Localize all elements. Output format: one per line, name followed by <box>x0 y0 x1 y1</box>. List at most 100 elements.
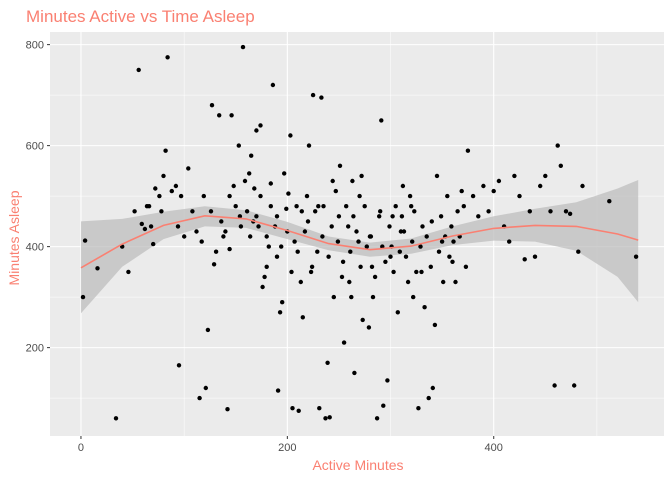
data-point <box>254 214 259 219</box>
data-point <box>175 224 181 229</box>
data-point <box>310 92 316 98</box>
data-point <box>424 234 429 239</box>
data-point <box>323 416 328 421</box>
data-point <box>410 239 415 244</box>
data-point <box>507 239 512 244</box>
data-point <box>333 188 338 194</box>
data-point <box>244 209 250 214</box>
data-point <box>378 209 383 214</box>
data-point <box>374 416 380 421</box>
data-point <box>300 315 305 320</box>
data-point <box>420 224 425 229</box>
data-point <box>572 383 577 388</box>
data-point <box>197 395 202 401</box>
smooth-line <box>80 214 639 269</box>
data-point <box>496 178 502 184</box>
x-tick-label: 200 <box>278 442 296 454</box>
data-point <box>555 143 560 148</box>
data-point <box>280 300 285 305</box>
data-point <box>139 221 144 227</box>
data-point <box>305 219 311 224</box>
data-point <box>450 259 455 264</box>
data-point <box>512 173 517 179</box>
data-point <box>339 274 345 280</box>
data-point <box>344 204 349 209</box>
data-point <box>313 209 318 214</box>
data-point <box>445 193 450 199</box>
data-point <box>543 173 548 179</box>
data-point <box>580 183 585 189</box>
data-point <box>237 214 243 219</box>
data-point <box>522 257 527 262</box>
x-axis-ticks: 0 200 400 <box>78 436 503 454</box>
data-point <box>286 191 291 196</box>
data-point <box>194 229 199 234</box>
smooth-line-path <box>80 214 639 269</box>
data-point <box>254 128 259 133</box>
data-point <box>163 148 168 153</box>
chart-title: Minutes Active vs Time Asleep <box>26 7 255 26</box>
y-tick-label: 600 <box>26 141 44 153</box>
data-point <box>309 264 315 269</box>
data-point <box>268 204 273 209</box>
data-point <box>288 133 293 138</box>
data-point <box>325 360 330 365</box>
data-point <box>321 204 326 209</box>
data-point <box>455 209 460 214</box>
data-point <box>247 171 252 176</box>
data-point <box>248 234 253 239</box>
data-point <box>161 173 166 179</box>
data-point <box>201 193 206 199</box>
data-point <box>209 103 215 108</box>
data-point <box>266 244 271 249</box>
data-point <box>262 274 267 280</box>
data-point <box>481 183 486 189</box>
data-point <box>379 118 384 123</box>
data-point <box>336 214 342 219</box>
data-point <box>258 123 263 128</box>
x-tick-label: 0 <box>78 442 84 454</box>
data-point <box>136 67 141 73</box>
data-point <box>327 415 332 420</box>
data-point <box>165 55 170 60</box>
data-point <box>354 229 359 234</box>
data-point <box>82 238 88 243</box>
data-point <box>319 95 324 100</box>
data-point <box>270 82 276 88</box>
data-point <box>552 383 557 388</box>
data-point <box>80 294 86 300</box>
data-point <box>284 206 289 211</box>
data-point <box>252 186 257 191</box>
data-point <box>326 254 331 259</box>
data-point <box>264 234 269 239</box>
data-point <box>364 244 369 249</box>
data-point <box>227 193 232 199</box>
data-point <box>405 279 411 285</box>
data-point <box>279 244 284 249</box>
data-point <box>548 209 553 214</box>
data-point <box>348 249 353 254</box>
data-point <box>315 249 320 254</box>
data-point <box>260 284 265 290</box>
data-point <box>277 310 283 315</box>
data-point <box>367 234 373 239</box>
data-point <box>153 186 158 191</box>
x-tick-label: 400 <box>485 442 503 454</box>
data-point <box>186 166 191 171</box>
data-point <box>383 259 388 264</box>
data-point <box>331 294 336 300</box>
data-point <box>356 239 361 244</box>
data-point <box>439 239 445 244</box>
data-point <box>213 249 219 254</box>
data-point <box>159 209 164 214</box>
data-point <box>453 279 458 285</box>
data-point <box>369 264 375 269</box>
data-point <box>576 249 581 254</box>
data-point <box>151 241 156 247</box>
data-point <box>231 183 236 189</box>
data-point <box>400 183 406 189</box>
data-point <box>335 239 341 244</box>
data-point <box>190 209 195 214</box>
data-point <box>398 229 404 234</box>
